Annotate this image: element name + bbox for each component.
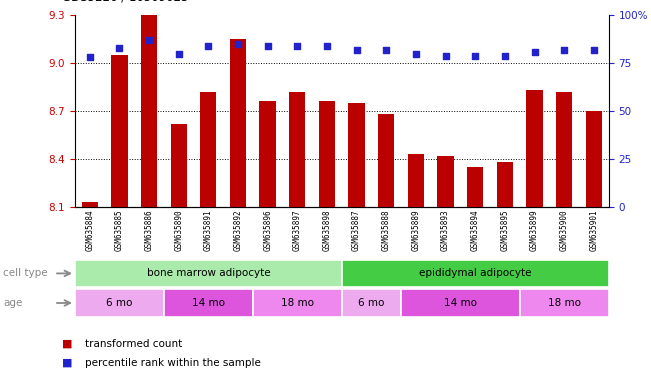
Text: GSM635897: GSM635897	[293, 209, 302, 251]
Bar	[253, 289, 342, 317]
Bar	[260, 101, 276, 207]
Text: bone marrow adipocyte: bone marrow adipocyte	[146, 268, 270, 278]
Text: GSM635884: GSM635884	[85, 209, 94, 251]
Bar	[200, 92, 217, 207]
Text: transformed count: transformed count	[85, 339, 182, 349]
Text: GSM635885: GSM635885	[115, 209, 124, 251]
Point	[114, 45, 124, 51]
Text: GSM635888: GSM635888	[381, 209, 391, 251]
Point	[529, 49, 540, 55]
Bar	[319, 101, 335, 207]
Point	[440, 53, 450, 59]
Text: ■: ■	[62, 358, 72, 368]
Text: age: age	[3, 298, 23, 308]
Point	[589, 47, 599, 53]
Text: GSM635890: GSM635890	[174, 209, 183, 251]
Bar	[586, 111, 602, 207]
Text: percentile rank within the sample: percentile rank within the sample	[85, 358, 260, 368]
Text: GSM635892: GSM635892	[234, 209, 242, 251]
Text: GDS5226 / 10509023: GDS5226 / 10509023	[62, 0, 188, 4]
Bar	[342, 260, 609, 287]
Point	[85, 55, 95, 61]
Point	[173, 51, 184, 57]
Bar	[437, 156, 454, 207]
Text: GSM635889: GSM635889	[411, 209, 421, 251]
Bar	[467, 167, 484, 207]
Text: GSM635886: GSM635886	[145, 209, 154, 251]
Bar	[497, 162, 513, 207]
Text: GSM635887: GSM635887	[352, 209, 361, 251]
Bar	[81, 202, 98, 207]
Bar	[164, 289, 253, 317]
Bar	[348, 103, 365, 207]
Text: GSM635891: GSM635891	[204, 209, 213, 251]
Text: 14 mo: 14 mo	[192, 298, 225, 308]
Text: ■: ■	[62, 339, 72, 349]
Point	[233, 41, 243, 47]
Text: epididymal adipocyte: epididymal adipocyte	[419, 268, 531, 278]
Bar	[75, 260, 342, 287]
Point	[470, 53, 480, 59]
Text: GSM635901: GSM635901	[589, 209, 598, 251]
Bar	[401, 289, 519, 317]
Text: GSM635899: GSM635899	[530, 209, 539, 251]
Point	[144, 37, 154, 43]
Text: GSM635900: GSM635900	[560, 209, 569, 251]
Point	[203, 43, 214, 49]
Bar	[75, 289, 164, 317]
Text: 18 mo: 18 mo	[281, 298, 314, 308]
Text: 6 mo: 6 mo	[106, 298, 133, 308]
Bar	[141, 0, 157, 207]
Text: GSM635896: GSM635896	[263, 209, 272, 251]
Bar	[556, 92, 572, 207]
Text: cell type: cell type	[3, 268, 48, 278]
Bar	[519, 289, 609, 317]
Point	[262, 43, 273, 49]
Text: 14 mo: 14 mo	[444, 298, 477, 308]
Bar	[230, 39, 246, 207]
Point	[411, 51, 421, 57]
Bar	[408, 154, 424, 207]
Point	[559, 47, 570, 53]
Text: GSM635894: GSM635894	[471, 209, 480, 251]
Text: GSM635893: GSM635893	[441, 209, 450, 251]
Point	[500, 53, 510, 59]
Bar	[527, 90, 543, 207]
Text: GSM635895: GSM635895	[501, 209, 509, 251]
Bar	[289, 92, 305, 207]
Bar	[111, 55, 128, 207]
Point	[381, 47, 391, 53]
Bar	[171, 124, 187, 207]
Bar	[342, 289, 401, 317]
Text: 18 mo: 18 mo	[547, 298, 581, 308]
Text: 6 mo: 6 mo	[358, 298, 385, 308]
Point	[352, 47, 362, 53]
Point	[292, 43, 303, 49]
Point	[322, 43, 332, 49]
Text: GSM635898: GSM635898	[322, 209, 331, 251]
Bar	[378, 114, 395, 207]
